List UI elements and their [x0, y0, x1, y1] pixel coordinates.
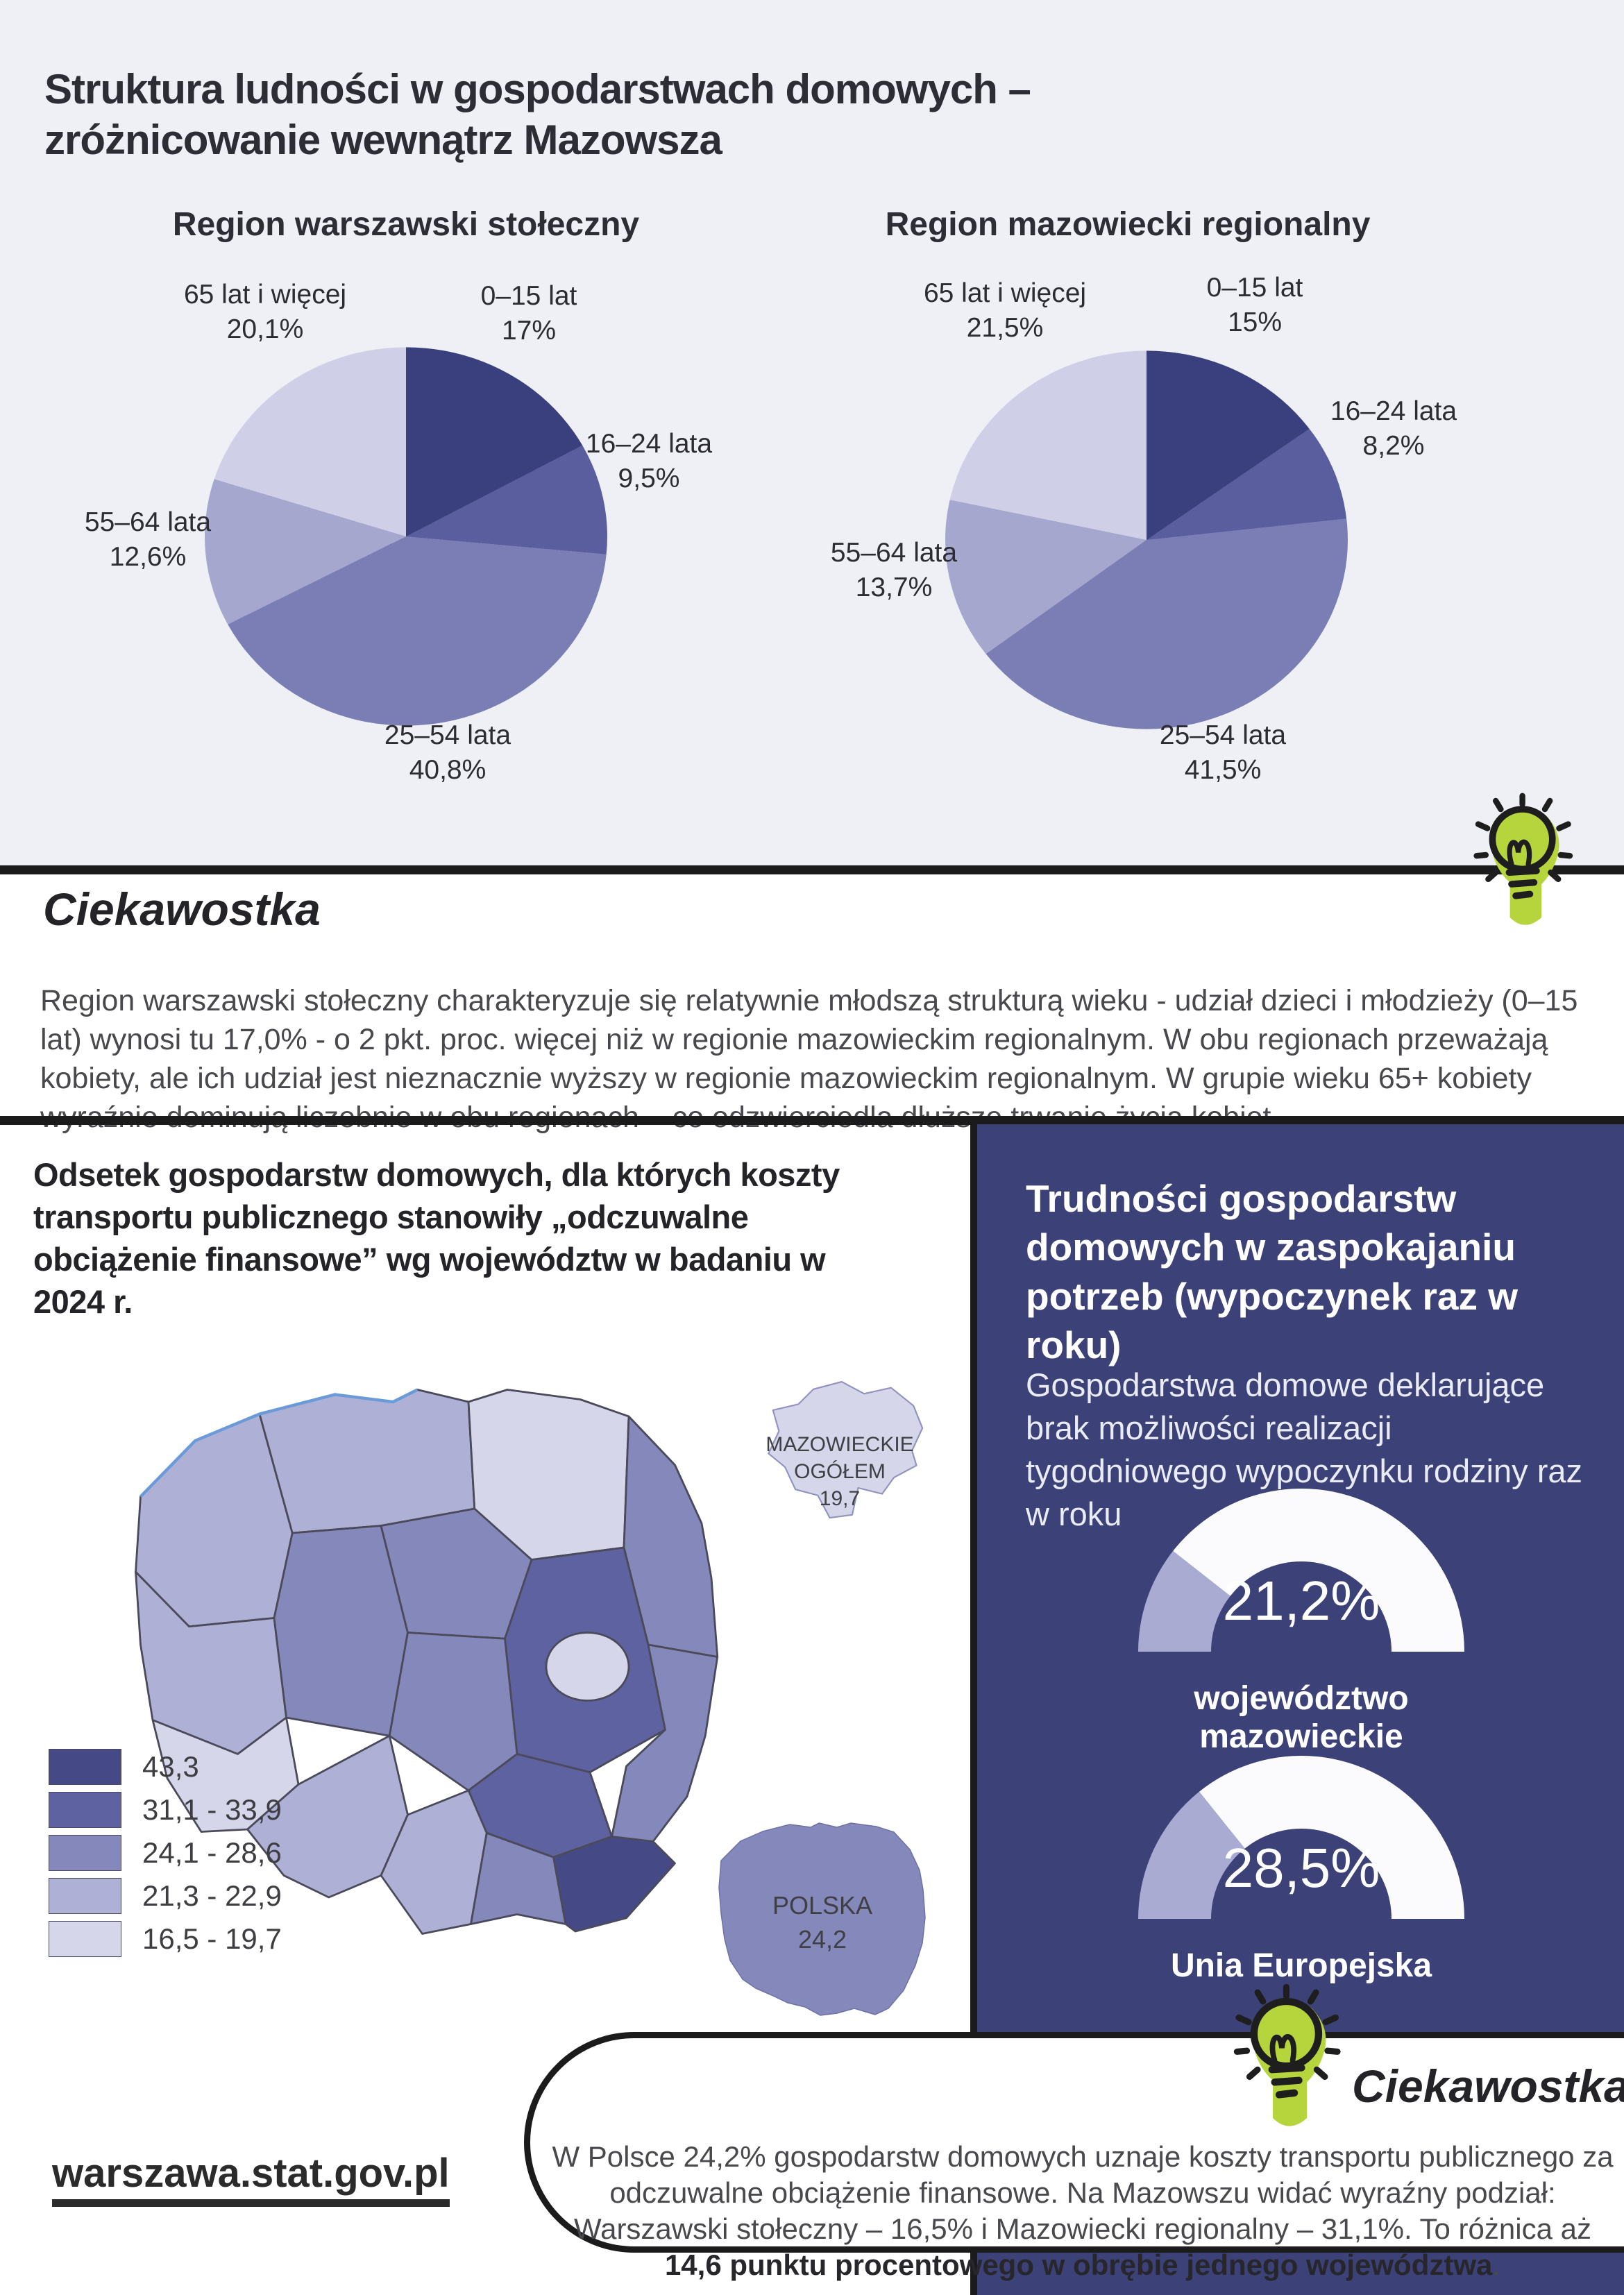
pie-slice-label: 16–24 lata 9,5% [585, 429, 713, 493]
map-region-podkarpackie [552, 1836, 676, 1933]
section-divider [0, 1116, 1624, 1125]
pie-slice-label: 55–64 lata 12,6% [84, 507, 212, 572]
fact-heading: Ciekawostka [1352, 2060, 1624, 2112]
poland-inset-label: POLSKA 24,2 [772, 1891, 873, 1954]
age-structure-section: Struktura ludności w gospodarstwach domo… [0, 0, 1624, 865]
pie-slice-label: 55–64 lata 13,7% [830, 538, 958, 602]
lightbulb-icon [1473, 793, 1573, 925]
legend-swatch [49, 1878, 121, 1914]
gauge-value: 21,2% [1222, 1570, 1380, 1632]
panel-subtitle: Gospodarstwa domowe deklarujące brak moż… [1026, 1366, 1583, 1533]
pie-slice-label: 0–15 lat 17% [480, 281, 577, 346]
legend-label: 21,3 - 22,9 [142, 1879, 282, 1912]
fact-box [524, 2032, 1624, 2253]
map-region-malopolskie [470, 1831, 567, 1925]
pie-slice-label: 0–15 lat 15% [1206, 273, 1303, 337]
mazowieckie-inset-map [768, 1381, 924, 1519]
page-title-line1: Struktura ludności w gospodarstwach domo… [44, 66, 1031, 113]
mazowieckie-inset-label: MAZOWIECKIE OGÓŁEM 19,7 [766, 1433, 914, 1510]
poland-choropleth-map [135, 1388, 719, 1935]
legend-label: 24,1 - 28,6 [142, 1836, 282, 1869]
poland-inset-map [718, 1822, 926, 2016]
coastline [139, 1388, 418, 1498]
section-divider [0, 865, 1624, 874]
legend-swatch [49, 1835, 121, 1871]
fact-heading: Ciekawostka [43, 883, 321, 935]
map-region-wielkopolskie [273, 1525, 409, 1737]
pie-title-warszawski: Region warszawski stołeczny [172, 206, 640, 243]
fact-text: W Polsce 24,2% gospodarstw domowych uzna… [552, 2140, 1614, 2282]
legend-label: 31,1 - 33,9 [142, 1793, 282, 1826]
gauge-label: województwo mazowieckie [1194, 1680, 1409, 1755]
panel-title: Trudności gospodarstw domowych w zaspoka… [1026, 1177, 1519, 1367]
pie-slice-label: 16–24 lata 8,2% [1330, 396, 1457, 461]
legend-swatch [49, 1749, 121, 1785]
map-region-warszawski-stoleczny [545, 1632, 630, 1702]
map-region-opolskie [246, 1734, 409, 1899]
mazowieckie-inset-shape [768, 1381, 924, 1519]
pie-slice-label: 65 lat i więcej 20,1% [183, 280, 347, 344]
gauge-unia-europejska: 28,5% [1138, 1756, 1464, 1919]
pie-chart-mazowiecki [945, 350, 1348, 729]
legend-swatch [49, 1792, 121, 1828]
gauge-mazowieckie: 21,2% [1138, 1489, 1464, 1652]
legend-swatch [49, 1921, 121, 1957]
page-title: Struktura ludności w gospodarstwach domo… [44, 64, 1031, 165]
gauge-label: Unia Europejska [1170, 1947, 1432, 1984]
map-title: Odsetek gospodarstw domowych, dla któryc… [33, 1156, 840, 1321]
legend-label: 43,3 [142, 1750, 199, 1783]
map-region-pomorskie [258, 1389, 476, 1534]
legend-label: 16,5 - 19,7 [142, 1922, 282, 1955]
pie-title-mazowiecki: Region mazowiecki regionalny [885, 206, 1371, 243]
page-title-line2: zróżnicowanie wewnątrz Mazowsza [44, 117, 722, 164]
pie-chart-warszawski [205, 347, 607, 726]
poland-inset-shape [718, 1822, 926, 2016]
pie-slice-label: 25–54 lata 41,5% [1159, 720, 1287, 785]
lightbulb-icon [1233, 1983, 1341, 2126]
fact-text: Region warszawski stołeczny charakteryzu… [40, 984, 1578, 1134]
pie-slice-label: 65 lat i więcej 21,5% [923, 278, 1087, 343]
gauge-value: 28,5% [1222, 1837, 1380, 1899]
pie-slice-label: 25–54 lata 40,8% [384, 720, 511, 785]
footer-link[interactable]: warszawa.stat.gov.pl [52, 2150, 450, 2207]
map-region-lodzkie [388, 1632, 518, 1792]
